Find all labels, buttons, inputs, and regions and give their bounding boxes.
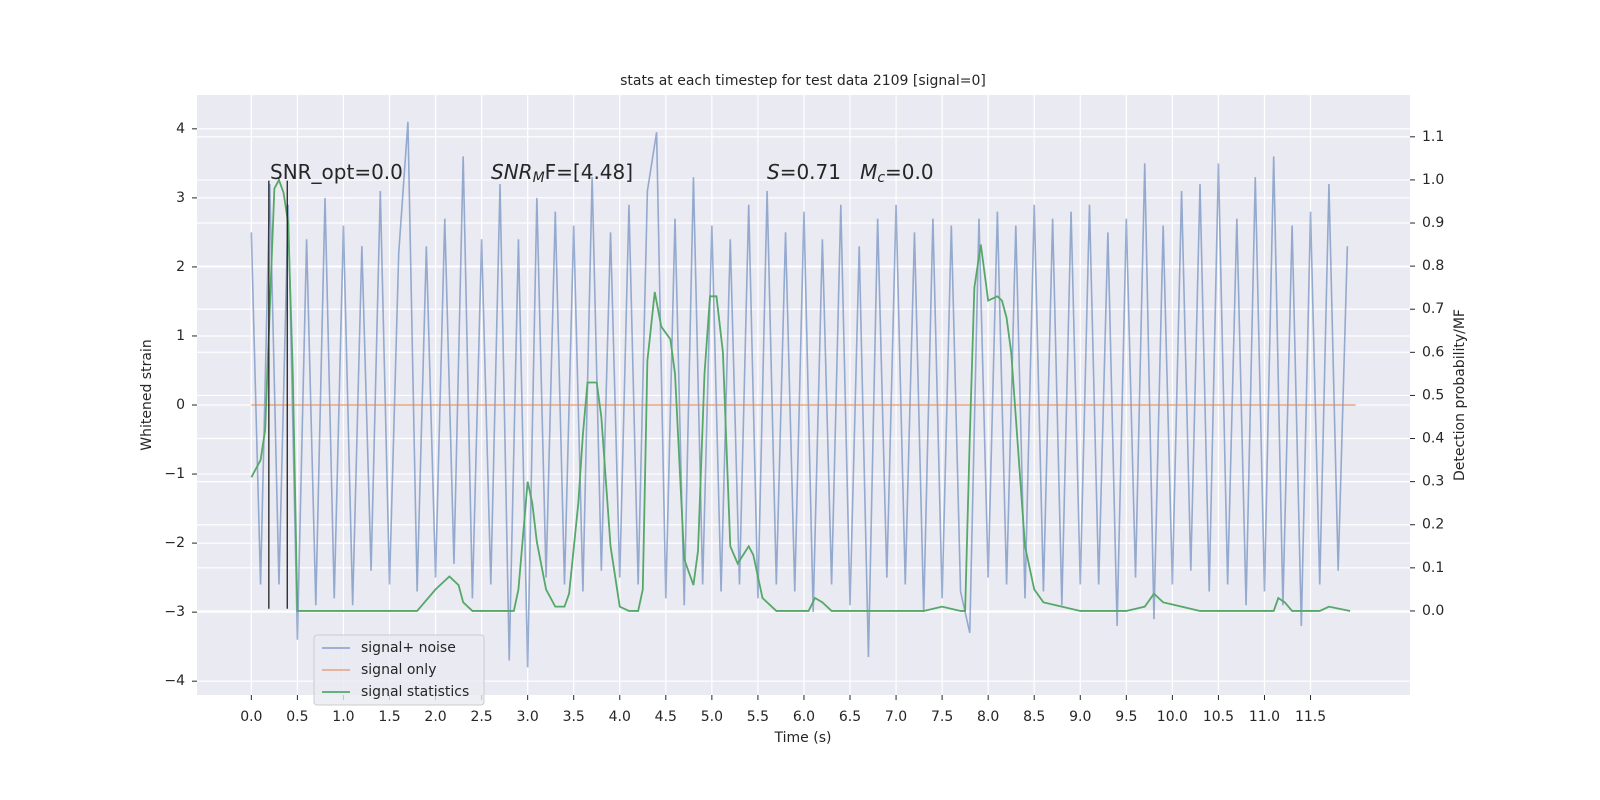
annotation-part: =0.0 (885, 160, 934, 184)
y-tick-label: 0 (176, 397, 185, 413)
y2-tick-label: 0.9 (1422, 215, 1444, 231)
annotation-part: S (767, 160, 780, 184)
y2-axis-label: Detection probability/MF (1452, 309, 1468, 481)
x-tick-label: 4.0 (609, 709, 631, 725)
annotation-part: M (860, 160, 877, 184)
x-tick-label: 3.5 (563, 709, 585, 725)
annotation-part: F=[4.48] (545, 160, 633, 184)
y-tick-label: 3 (176, 190, 185, 206)
legend-label: signal statistics (361, 684, 469, 700)
x-tick-label: 3.0 (517, 709, 539, 725)
annotation-part: c (877, 170, 885, 186)
y2-tick-label: 0.3 (1422, 474, 1444, 490)
chart-title: stats at each timestep for test data 210… (620, 73, 986, 89)
x-tick-label: 11.5 (1295, 709, 1326, 725)
annotation-part: M (533, 170, 545, 186)
y-tick-label: −1 (164, 466, 185, 482)
x-tick-label: 5.5 (747, 709, 769, 725)
y-tick-label: 4 (176, 121, 185, 137)
data-marks (250, 121, 1356, 668)
x-tick-label: 5.0 (701, 709, 723, 725)
x-tick-label: 1.5 (378, 709, 400, 725)
x-tick-label: 9.0 (1069, 709, 1091, 725)
x-tick-label: 2.5 (470, 709, 492, 725)
y-tick-label: −2 (164, 535, 185, 551)
series-line (250, 121, 1349, 668)
x-tick-label: 0.5 (286, 709, 308, 725)
y2-tick-label: 0.7 (1422, 301, 1444, 317)
legend-label: signal+ noise (361, 640, 456, 656)
y-tick-label: 2 (176, 259, 185, 275)
annotation-part: SNR (491, 160, 533, 184)
axes: 0.0 0.5 1.0 1.5 2.0 2.5 3.0 3.5 4.0 4.5 5.0 5.5 6.0 6… (164, 121, 1444, 725)
x-tick-label: 6.5 (839, 709, 861, 725)
x-axis-label: Time (s) (774, 730, 832, 746)
x-tick-label: 4.5 (655, 709, 677, 725)
y2-tick-label: 0.1 (1422, 560, 1444, 576)
y2-tick-label: 0.2 (1422, 517, 1444, 533)
x-tick-label: 7.0 (885, 709, 907, 725)
legend: signal+ noise signal only signal statistic… (313, 634, 485, 706)
x-tick-label: 9.5 (1115, 709, 1137, 725)
legend-label: signal only (361, 662, 436, 678)
legend-box (313, 634, 485, 706)
annotation-part: SNR_opt=0.0 (270, 160, 403, 184)
x-tick-label: 2.0 (424, 709, 446, 725)
x-tick-label: 1.0 (332, 709, 354, 725)
x-tick-label: 10.0 (1157, 709, 1188, 725)
x-tick-label: 7.5 (931, 709, 953, 725)
y2-tick-label: 0.0 (1422, 603, 1444, 619)
x-tick-label: 0.0 (240, 709, 262, 725)
series-line (250, 177, 1351, 612)
y2-tick-label: 0.6 (1422, 344, 1444, 360)
annotation: SNR_opt=0.0 (270, 160, 403, 184)
x-tick-label: 10.5 (1203, 709, 1234, 725)
x-tick-label: 6.0 (793, 709, 815, 725)
y2-tick-label: 1.1 (1422, 129, 1444, 145)
y2-tick-label: 1.0 (1422, 172, 1444, 188)
x-tick-label: 8.5 (1023, 709, 1045, 725)
x-tick-label: 8.0 (977, 709, 999, 725)
y-tick-label: −4 (164, 673, 185, 689)
annotations: SNR_opt=0.0 SNRMF=[4.48] S=0.71 Mc=0.0 (270, 160, 934, 187)
y2-tick-label: 0.4 (1422, 431, 1444, 447)
annotation: S=0.71 Mc=0.0 (767, 160, 934, 187)
y2-tick-label: 0.8 (1422, 258, 1444, 274)
y-axis-label: Whitened strain (139, 339, 155, 450)
y2-tick-label: 0.5 (1422, 387, 1444, 403)
annotation: SNRMF=[4.48] (491, 160, 633, 187)
y-tick-label: −3 (164, 604, 185, 620)
annotation-part: =0.71 (780, 160, 860, 184)
y-tick-label: 1 (176, 328, 185, 344)
x-tick-label: 11.0 (1249, 709, 1280, 725)
